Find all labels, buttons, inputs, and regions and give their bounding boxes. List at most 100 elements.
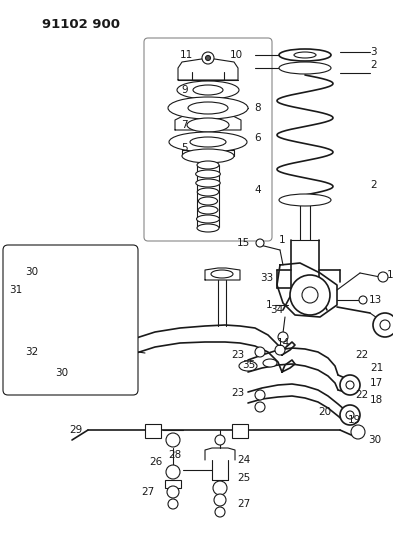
Circle shape bbox=[346, 411, 354, 419]
Ellipse shape bbox=[193, 85, 223, 95]
Text: 30: 30 bbox=[55, 368, 68, 378]
Circle shape bbox=[373, 313, 393, 337]
Circle shape bbox=[351, 425, 365, 439]
Ellipse shape bbox=[279, 62, 331, 74]
Text: 20: 20 bbox=[318, 407, 331, 417]
Circle shape bbox=[290, 275, 330, 315]
Text: 32: 32 bbox=[25, 347, 38, 357]
Circle shape bbox=[256, 239, 264, 247]
Ellipse shape bbox=[198, 206, 218, 214]
Circle shape bbox=[168, 499, 178, 509]
Text: 23: 23 bbox=[232, 350, 245, 360]
Text: 4: 4 bbox=[254, 185, 261, 195]
Text: 14: 14 bbox=[277, 338, 290, 348]
Circle shape bbox=[167, 486, 179, 498]
Ellipse shape bbox=[197, 188, 219, 196]
Text: 10: 10 bbox=[230, 50, 243, 60]
Circle shape bbox=[213, 481, 227, 495]
Bar bbox=[165, 480, 181, 488]
Circle shape bbox=[255, 390, 265, 400]
Ellipse shape bbox=[294, 52, 316, 58]
Circle shape bbox=[214, 494, 226, 506]
Circle shape bbox=[302, 287, 318, 303]
Ellipse shape bbox=[177, 81, 239, 99]
Text: 1: 1 bbox=[278, 235, 285, 245]
Circle shape bbox=[53, 321, 67, 335]
Text: 29: 29 bbox=[69, 425, 82, 435]
Text: 31: 31 bbox=[9, 285, 22, 295]
Text: 3: 3 bbox=[370, 47, 376, 57]
Text: 13: 13 bbox=[369, 295, 382, 305]
Text: 28: 28 bbox=[168, 450, 181, 460]
Text: 24: 24 bbox=[237, 455, 250, 465]
Bar bbox=[145, 424, 161, 438]
Text: 35: 35 bbox=[242, 360, 255, 370]
Circle shape bbox=[215, 507, 225, 517]
Circle shape bbox=[359, 296, 367, 304]
Ellipse shape bbox=[196, 170, 220, 178]
Circle shape bbox=[166, 465, 180, 479]
Text: 25: 25 bbox=[237, 473, 250, 483]
Text: 6: 6 bbox=[254, 133, 261, 143]
Ellipse shape bbox=[197, 161, 219, 169]
Circle shape bbox=[30, 368, 40, 378]
Text: 1: 1 bbox=[265, 300, 272, 310]
Text: 17: 17 bbox=[370, 378, 383, 388]
Ellipse shape bbox=[196, 215, 219, 223]
Ellipse shape bbox=[198, 197, 218, 205]
FancyBboxPatch shape bbox=[144, 38, 272, 241]
Text: 33: 33 bbox=[260, 273, 273, 283]
Text: 18: 18 bbox=[370, 395, 383, 405]
Text: 22: 22 bbox=[355, 390, 368, 400]
Text: 8: 8 bbox=[254, 103, 261, 113]
Ellipse shape bbox=[168, 97, 248, 119]
Text: 27: 27 bbox=[142, 487, 155, 497]
Circle shape bbox=[202, 52, 214, 64]
Text: 19: 19 bbox=[348, 415, 361, 425]
Ellipse shape bbox=[188, 102, 228, 114]
Ellipse shape bbox=[279, 194, 331, 206]
Circle shape bbox=[275, 345, 285, 355]
Text: 5: 5 bbox=[182, 143, 188, 153]
Text: 12: 12 bbox=[387, 270, 393, 280]
Circle shape bbox=[206, 55, 211, 61]
Text: 15: 15 bbox=[237, 238, 250, 248]
Text: 21: 21 bbox=[370, 363, 383, 373]
Circle shape bbox=[51, 284, 69, 302]
FancyBboxPatch shape bbox=[3, 245, 138, 395]
Circle shape bbox=[340, 405, 360, 425]
Ellipse shape bbox=[263, 359, 277, 367]
Ellipse shape bbox=[211, 270, 233, 278]
Ellipse shape bbox=[197, 224, 219, 232]
Circle shape bbox=[378, 272, 388, 282]
Text: 27: 27 bbox=[237, 499, 250, 509]
Circle shape bbox=[56, 289, 64, 297]
Text: 30: 30 bbox=[25, 267, 38, 277]
Text: 34: 34 bbox=[270, 305, 283, 315]
Ellipse shape bbox=[190, 137, 226, 147]
Text: 26: 26 bbox=[150, 457, 163, 467]
Text: 2: 2 bbox=[370, 180, 376, 190]
Circle shape bbox=[255, 402, 265, 412]
Ellipse shape bbox=[196, 179, 220, 187]
Bar bbox=[232, 424, 248, 438]
Circle shape bbox=[380, 320, 390, 330]
Ellipse shape bbox=[239, 361, 257, 371]
Circle shape bbox=[166, 433, 180, 447]
Ellipse shape bbox=[187, 118, 229, 132]
Ellipse shape bbox=[169, 132, 247, 152]
Text: 11: 11 bbox=[180, 50, 193, 60]
Circle shape bbox=[346, 381, 354, 389]
Circle shape bbox=[53, 349, 67, 363]
Circle shape bbox=[278, 332, 288, 342]
Text: 9: 9 bbox=[182, 85, 188, 95]
Circle shape bbox=[340, 375, 360, 395]
Text: 2: 2 bbox=[370, 60, 376, 70]
Circle shape bbox=[255, 347, 265, 357]
Text: 7: 7 bbox=[182, 120, 188, 130]
Text: 30: 30 bbox=[368, 435, 381, 445]
Ellipse shape bbox=[182, 149, 234, 163]
Circle shape bbox=[215, 435, 225, 445]
Ellipse shape bbox=[279, 49, 331, 61]
Text: 91102 900: 91102 900 bbox=[42, 18, 120, 31]
